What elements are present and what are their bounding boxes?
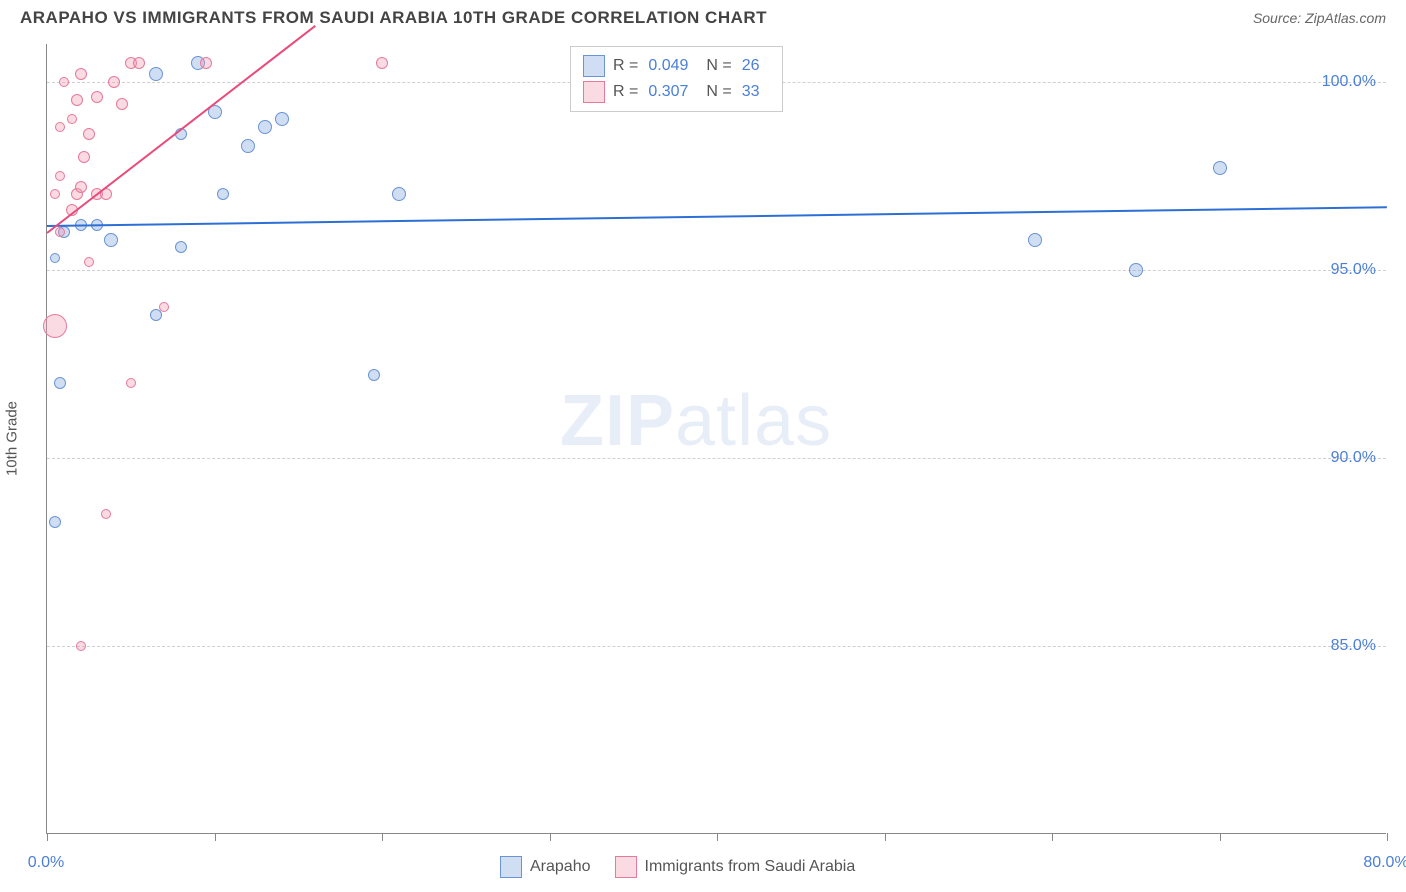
data-point <box>55 122 65 132</box>
series-legend: Arapaho Immigrants from Saudi Arabia <box>500 856 855 878</box>
legend-r-value: 0.307 <box>648 83 688 101</box>
data-point <box>368 369 380 381</box>
data-point <box>392 187 406 201</box>
legend-r-label: R = <box>613 83 638 101</box>
data-point <box>75 68 87 80</box>
chart-source: Source: ZipAtlas.com <box>1253 10 1386 26</box>
legend-swatch <box>583 81 605 103</box>
data-point <box>78 151 90 163</box>
x-tick-label: 80.0% <box>1363 854 1406 872</box>
data-point <box>116 98 128 110</box>
legend-n-value: 33 <box>742 83 760 101</box>
data-point <box>108 76 120 88</box>
x-tick <box>1387 833 1388 841</box>
data-point <box>76 641 86 651</box>
y-axis-label: 10th Grade <box>4 401 21 476</box>
legend-r-label: R = <box>613 57 638 75</box>
legend-item: Arapaho <box>500 856 591 878</box>
legend-n-label: N = <box>706 83 731 101</box>
y-tick-label: 100.0% <box>1322 73 1376 91</box>
legend-row: R = 0.049 N = 26 <box>583 53 770 79</box>
data-point <box>50 189 60 199</box>
legend-n-value: 26 <box>742 57 760 75</box>
data-point <box>50 253 60 263</box>
data-point <box>275 112 289 126</box>
gridline <box>47 458 1386 459</box>
x-tick <box>1220 833 1221 841</box>
data-point <box>126 378 136 388</box>
x-tick <box>717 833 718 841</box>
legend-item: Immigrants from Saudi Arabia <box>615 856 856 878</box>
data-point <box>83 128 95 140</box>
data-point <box>133 57 145 69</box>
data-point <box>101 509 111 519</box>
data-point <box>149 67 163 81</box>
data-point <box>1129 263 1143 277</box>
x-tick <box>550 833 551 841</box>
data-point <box>241 139 255 153</box>
data-point <box>49 516 61 528</box>
data-point <box>55 171 65 181</box>
data-point <box>376 57 388 69</box>
x-tick <box>382 833 383 841</box>
legend-row: R = 0.307 N = 33 <box>583 79 770 105</box>
x-tick <box>1052 833 1053 841</box>
legend-label: Immigrants from Saudi Arabia <box>645 858 856 876</box>
data-point <box>1028 233 1042 247</box>
data-point <box>71 94 83 106</box>
gridline <box>47 270 1386 271</box>
trend-line <box>47 206 1387 227</box>
x-tick <box>47 833 48 841</box>
data-point <box>67 114 77 124</box>
x-tick <box>215 833 216 841</box>
legend-swatch <box>500 856 522 878</box>
gridline <box>47 646 1386 647</box>
x-tick <box>885 833 886 841</box>
data-point <box>84 257 94 267</box>
chart-title: ARAPAHO VS IMMIGRANTS FROM SAUDI ARABIA … <box>20 8 767 28</box>
data-point <box>104 233 118 247</box>
data-point <box>217 188 229 200</box>
data-point <box>175 241 187 253</box>
legend-swatch <box>615 856 637 878</box>
chart-header: ARAPAHO VS IMMIGRANTS FROM SAUDI ARABIA … <box>0 0 1406 32</box>
y-tick-label: 90.0% <box>1331 449 1376 467</box>
data-point <box>55 227 65 237</box>
chart-plot-area: 85.0% 90.0% 95.0% 100.0% <box>46 44 1386 834</box>
data-point <box>91 91 103 103</box>
data-point <box>75 181 87 193</box>
y-tick-label: 85.0% <box>1331 637 1376 655</box>
legend-label: Arapaho <box>530 858 591 876</box>
data-point <box>1213 161 1227 175</box>
data-point <box>43 314 67 338</box>
y-tick-label: 95.0% <box>1331 261 1376 279</box>
data-point <box>54 377 66 389</box>
data-point <box>159 302 169 312</box>
correlation-legend: R = 0.049 N = 26 R = 0.307 N = 33 <box>570 46 783 112</box>
legend-n-label: N = <box>706 57 731 75</box>
legend-r-value: 0.049 <box>648 57 688 75</box>
data-point <box>258 120 272 134</box>
x-tick-label: 0.0% <box>28 854 64 872</box>
legend-swatch <box>583 55 605 77</box>
data-point <box>59 77 69 87</box>
data-point <box>200 57 212 69</box>
